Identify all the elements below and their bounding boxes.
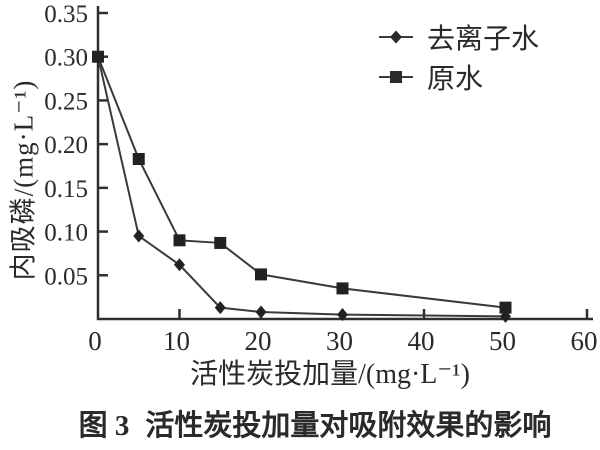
legend-entry-raw-water: 原水 (378, 60, 539, 95)
x-tick-label: 50 (489, 326, 516, 356)
y-axis-label: 内吸磷/(mg·L⁻¹) (8, 79, 39, 281)
data-point-square (214, 236, 227, 249)
data-point-diamond (174, 258, 185, 272)
y-tick-label: 0.25 (44, 88, 88, 115)
data-point-square (499, 301, 512, 314)
x-tick-label: 20 (245, 326, 272, 356)
axes-lines (96, 6, 593, 321)
data-point-square (132, 153, 145, 166)
data-point-square (255, 268, 267, 281)
data-point-square (173, 234, 186, 247)
legend-label-raw-water: 原水 (427, 63, 484, 95)
legend: 去离子水 原水 (378, 20, 539, 95)
legend-label-deionized-water: 去离子水 (427, 23, 540, 55)
x-axis-label: 活性炭投加量/(mg·L⁻¹) (190, 359, 470, 390)
data-point-square (92, 50, 104, 63)
figure-caption-number: 图 3 (78, 410, 130, 442)
data-point-diamond (337, 308, 348, 322)
x-tick-label: 40 (408, 326, 435, 356)
data-point-square (336, 282, 349, 295)
legend-entry-deionized-water: 去离子水 (378, 20, 539, 55)
data-point-diamond (214, 301, 226, 315)
x-tick-label: 30 (326, 326, 353, 356)
y-tick-label: 0.35 (44, 1, 88, 28)
x-tick-label: 0 (88, 326, 102, 356)
x-tick-label: 10 (163, 326, 190, 356)
y-tick-label: 0.15 (44, 176, 88, 203)
data-point-diamond (133, 229, 145, 243)
x-tick-label: 60 (571, 326, 598, 356)
square-marker-icon (379, 70, 413, 83)
figure-caption: 图 3 活性炭投加量对吸附效果的影响 (79, 402, 552, 444)
y-tick-label: 0.30 (44, 45, 88, 72)
figure-caption-text: 活性炭投加量对吸附效果的影响 (145, 410, 552, 442)
diamond-marker-icon (379, 30, 413, 43)
y-tick-label: 0.05 (44, 263, 88, 290)
y-tick-label: 0.10 (44, 220, 88, 247)
y-tick-label: 0.20 (44, 132, 88, 159)
data-point-diamond (255, 305, 267, 319)
